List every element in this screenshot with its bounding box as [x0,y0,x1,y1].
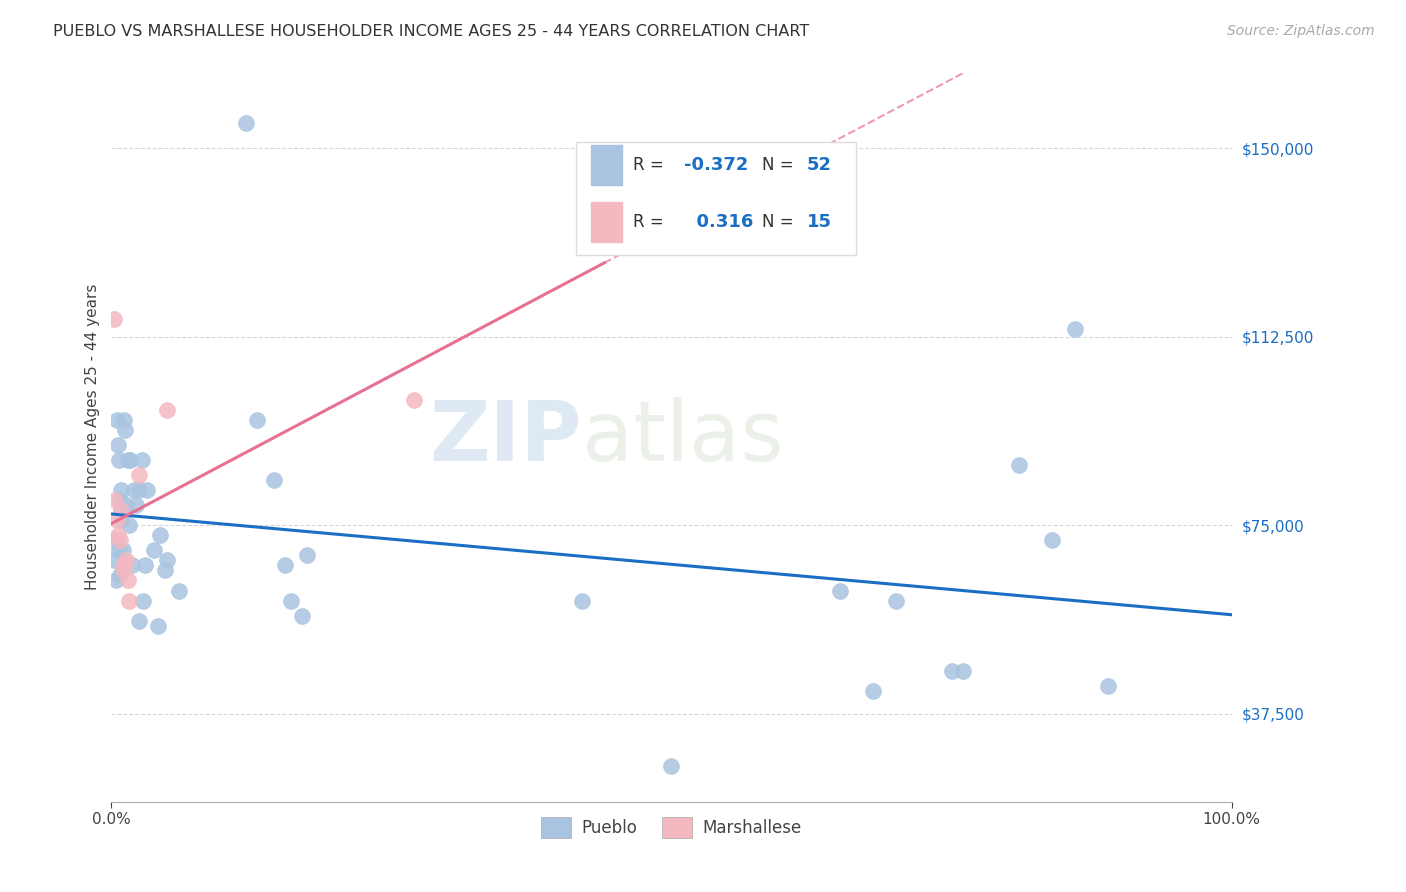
Point [143,543,166,558]
Point [1063,322,1085,336]
Bar [591,202,623,242]
Point [661,759,683,773]
Text: N =: N = [762,156,799,174]
Point [1040,533,1063,548]
FancyBboxPatch shape [576,142,856,255]
Point [941,664,963,678]
Point [148,528,170,542]
Text: -0.372: -0.372 [683,156,748,174]
Point [156,553,179,567]
Text: 15: 15 [807,212,832,230]
Text: ZIP: ZIP [429,397,582,478]
Point [167,583,190,598]
Point [112,413,135,427]
Point [105,413,128,427]
Point [110,503,132,517]
Point [115,553,138,567]
Point [884,593,907,607]
Point [104,574,127,588]
Point [148,618,170,632]
Text: PUEBLO VS MARSHALLESE HOUSEHOLDER INCOME AGES 25 - 44 YEARS CORRELATION CHART: PUEBLO VS MARSHALLESE HOUSEHOLDER INCOME… [53,24,810,39]
Point [110,503,132,517]
Text: 52: 52 [807,156,832,174]
Point [107,528,129,542]
Text: R =: R = [634,212,669,230]
Point [103,553,125,567]
Point [105,513,128,527]
Point [118,518,141,533]
Point [274,558,297,573]
Point [121,558,143,573]
Point [952,664,974,678]
Point [103,312,125,326]
Point [111,564,134,578]
Point [571,593,593,607]
Text: R =: R = [634,156,669,174]
Point [110,483,132,497]
Point [131,453,153,467]
Point [128,614,150,628]
Point [104,493,127,508]
Point [235,116,257,130]
Point [128,483,150,497]
Point [128,467,150,482]
Point [108,453,131,467]
Point [111,543,134,558]
Point [862,684,884,698]
Point [115,498,138,512]
Point [125,498,148,512]
Point [117,453,139,467]
Point [110,533,132,548]
Point [828,583,851,598]
Text: Source: ZipAtlas.com: Source: ZipAtlas.com [1227,24,1375,38]
Point [122,483,145,497]
Point [134,558,156,573]
Point [120,453,142,467]
Bar [591,145,623,186]
Point [153,564,176,578]
Point [117,574,139,588]
Point [108,543,131,558]
Point [104,533,127,548]
Point [593,236,616,251]
Point [291,608,314,623]
Text: N =: N = [762,212,799,230]
Text: 0.316: 0.316 [683,212,754,230]
Legend: Pueblo, Marshallese: Pueblo, Marshallese [534,811,808,844]
Text: atlas: atlas [582,397,783,478]
Point [107,438,129,452]
Point [1097,679,1119,693]
Point [402,392,425,407]
Point [110,493,132,508]
Point [112,558,135,573]
Point [118,593,141,607]
Point [263,473,285,487]
Point [132,593,155,607]
Point [280,593,302,607]
Y-axis label: Householder Income Ages 25 - 44 years: Householder Income Ages 25 - 44 years [86,284,100,591]
Point [297,549,319,563]
Point [110,513,132,527]
Point [136,483,159,497]
Point [1008,458,1031,472]
Point [156,402,179,417]
Point [114,423,136,437]
Point [246,413,269,427]
Point [110,568,132,582]
